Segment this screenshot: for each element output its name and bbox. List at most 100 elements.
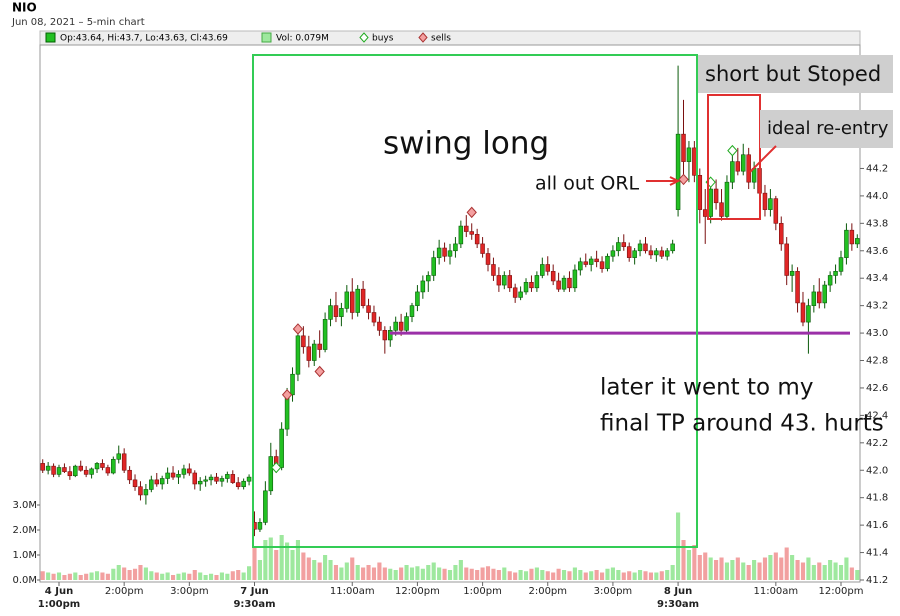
- volume-bar: [534, 567, 539, 580]
- volume-tick-label: 1.0M: [12, 550, 37, 561]
- candle-body: [442, 247, 447, 257]
- volume-bar: [323, 555, 328, 580]
- candle-body: [279, 428, 284, 468]
- volume-bar: [762, 557, 768, 580]
- volume-bar: [561, 570, 567, 580]
- candle-body: [398, 321, 404, 331]
- candle-body: [844, 229, 849, 258]
- annotation: short but Stoped: [705, 62, 881, 86]
- candle-body: [116, 453, 121, 460]
- candle-body: [431, 257, 436, 276]
- y-tick-label: 42.0: [866, 465, 888, 476]
- buy-marker: [727, 144, 738, 157]
- chart-subtitle: Jun 08, 2021 – 5-min chart: [11, 17, 145, 28]
- volume-bar: [735, 557, 740, 580]
- x-tick-label: 4 Jun: [45, 586, 73, 597]
- volume-bar: [84, 573, 89, 580]
- candle-body: [540, 264, 545, 276]
- candle-body: [230, 474, 236, 483]
- candle-body: [512, 287, 518, 298]
- volume-bar: [724, 562, 730, 580]
- candle-body: [111, 458, 116, 474]
- y-tick-label: 42.6: [866, 383, 888, 394]
- volume-bar: [529, 568, 534, 580]
- volume-bar: [361, 567, 366, 580]
- legend-icon: [261, 32, 272, 43]
- volume-bar: [719, 557, 724, 580]
- volume-bar: [399, 567, 404, 580]
- candle-body: [181, 468, 187, 475]
- candle-body: [268, 456, 274, 492]
- candle-body: [708, 188, 713, 217]
- sell-marker: [678, 173, 689, 186]
- candle-body: [83, 469, 89, 475]
- candle-body: [149, 479, 154, 490]
- candle-body: [409, 305, 415, 317]
- volume-bar: [285, 542, 290, 580]
- volume-bar: [160, 573, 165, 580]
- volume-bar: [659, 571, 664, 580]
- volume-bar: [757, 562, 762, 580]
- legend-icon: [359, 32, 369, 43]
- x-tick-label: 7 Jun: [240, 586, 268, 597]
- candle-body: [681, 133, 686, 162]
- candle-body: [800, 302, 806, 323]
- volume-bar: [51, 573, 56, 580]
- volume-bar: [192, 570, 197, 580]
- volume-bar: [333, 565, 339, 580]
- candle-body: [713, 188, 719, 204]
- candle-body: [599, 261, 605, 269]
- y-tick-label: 41.6: [866, 520, 888, 531]
- candle-body: [740, 154, 746, 172]
- candle-body: [121, 453, 127, 471]
- candle-body: [545, 264, 551, 272]
- volume-bar: [458, 560, 463, 580]
- volume-bar: [518, 570, 523, 580]
- buy-marker: [271, 461, 282, 474]
- volume-bar: [697, 555, 702, 580]
- candle-body: [578, 261, 583, 271]
- sell-marker: [314, 365, 325, 378]
- x-tick-label: 11:00am: [753, 586, 798, 597]
- volume-bar: [366, 565, 371, 580]
- volume-bar: [127, 570, 132, 580]
- candle-body: [339, 308, 344, 317]
- volume-bar: [556, 568, 561, 580]
- candle-body: [333, 305, 339, 317]
- annotation: ideal re-entry: [767, 118, 889, 139]
- volume-bar: [290, 550, 295, 580]
- volume-bar: [203, 575, 208, 580]
- candle-body: [469, 231, 474, 235]
- volume-bar: [551, 572, 556, 580]
- annotation: final TP around 43. hurts: [600, 411, 884, 437]
- volume-bar: [741, 562, 746, 580]
- candle-body: [235, 482, 241, 488]
- axes-layer: 41.2 41.4 41.6 41.8 42.0 42.2 42.4 42.6 42.8 43.0…: [12, 163, 888, 610]
- legend-sells: sells: [431, 34, 451, 44]
- candle-body: [447, 250, 453, 257]
- volume-bar: [838, 565, 844, 580]
- volume-bar: [89, 572, 94, 580]
- candle-body: [643, 243, 648, 252]
- candle-body: [436, 247, 442, 258]
- candle-body: [105, 467, 111, 474]
- volume-bar: [339, 567, 344, 580]
- volume-bar: [241, 572, 246, 580]
- candle-body: [491, 264, 496, 276]
- volume-bar: [181, 572, 186, 580]
- volume-bar: [768, 555, 773, 580]
- candle-body: [572, 269, 578, 289]
- volume-bar: [138, 565, 143, 580]
- candle-body: [523, 282, 529, 293]
- candle-body: [632, 250, 637, 258]
- volume-bar: [143, 567, 148, 580]
- candle-body: [317, 343, 322, 350]
- candle-body: [328, 305, 333, 320]
- volume-bar: [382, 567, 387, 580]
- volume-bar: [627, 571, 632, 580]
- x-tick-label: 12:00pm: [819, 586, 864, 597]
- candle-body: [567, 277, 572, 289]
- x-tick-label: 2:00pm: [528, 586, 567, 597]
- candle-body: [637, 243, 643, 252]
- volume-bar: [849, 567, 854, 580]
